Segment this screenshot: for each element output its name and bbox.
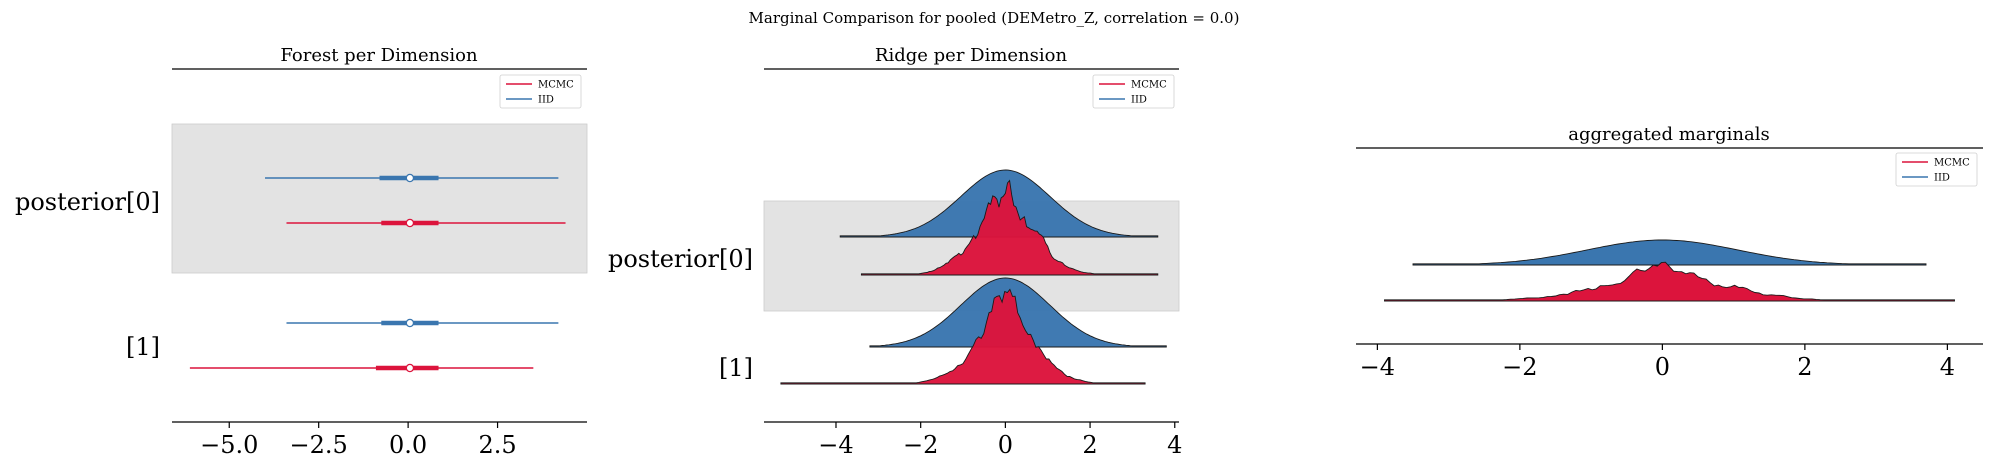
forest-ytick-label-0: posterior[0]: [15, 188, 160, 216]
forest-title: Forest per Dimension: [280, 45, 478, 66]
ridge-xtick-label-3: 2: [1082, 431, 1097, 459]
forest-xtick-label-2: 0.0: [389, 431, 427, 459]
forest-ytick-label-1: [1]: [126, 333, 160, 361]
forest-xtick-label-0: −5.0: [200, 431, 258, 459]
aggregated-panel: aggregated marginals −4 −2 0 2 4 MCMC IID: [1356, 124, 1983, 381]
aggregated-legend-iid-label: IID: [1934, 173, 1950, 184]
ridge-xtick-label-4: 4: [1167, 431, 1182, 459]
ridge-legend-iid-label: IID: [1131, 95, 1147, 106]
aggregated-iid-density: [1412, 239, 1927, 266]
ridge-mcmc-dim0-density: [860, 179, 1159, 276]
ridge-ytick-label-1: [1]: [719, 354, 753, 382]
forest-legend-mcmc-label: MCMC: [538, 80, 574, 91]
forest-mcmc-dim0-median: [405, 218, 415, 228]
aggregated-mcmc-density: [1384, 261, 1955, 302]
ridge-mcmc-dim1-density: [780, 288, 1146, 385]
forest-xtick-label-1: −2.5: [290, 431, 348, 459]
ridge-xtick-label-0: −4: [818, 431, 853, 459]
aggregated-xtick-label-1: −2: [1502, 353, 1537, 381]
ridge-legend: MCMC IID: [1092, 74, 1175, 109]
ridge-title: Ridge per Dimension: [875, 45, 1068, 66]
forest-legend-iid-label: IID: [538, 95, 554, 106]
forest-xtick-label-3: 2.5: [478, 431, 516, 459]
ridge-panel: Ridge per Dimension −4 −2 0 2 4 posterior[0]…: [608, 45, 1182, 459]
forest-band-posterior0: [171, 123, 588, 274]
aggregated-xtick-label-3: 2: [1797, 353, 1812, 381]
forest-mcmc-dim1-median: [405, 363, 415, 373]
forest-panel: Forest per Dimension posterior[0] [1] −5…: [15, 45, 588, 459]
ridge-ytick-label-0: posterior[0]: [608, 245, 753, 273]
aggregated-xtick-label-0: −4: [1360, 353, 1395, 381]
ridge-legend-mcmc-label: MCMC: [1131, 80, 1167, 91]
aggregated-title: aggregated marginals: [1568, 124, 1769, 145]
aggregated-xtick-label-4: 4: [1940, 353, 1955, 381]
forest-iid-dim1-median: [405, 318, 415, 328]
figure-suptitle: Marginal Comparison for pooled (DEMetro_…: [749, 9, 1240, 27]
forest-iid-dim0-median: [405, 173, 415, 183]
aggregated-xtick-label-2: 0: [1655, 353, 1670, 381]
aggregated-legend: MCMC IID: [1895, 152, 1978, 187]
aggregated-legend-mcmc-label: MCMC: [1934, 158, 1970, 169]
ridge-iid-dim0-density: [839, 169, 1159, 238]
forest-legend: MCMC IID: [499, 74, 582, 109]
ridge-xtick-label-2: 0: [998, 431, 1013, 459]
ridge-xtick-label-1: −2: [903, 431, 938, 459]
